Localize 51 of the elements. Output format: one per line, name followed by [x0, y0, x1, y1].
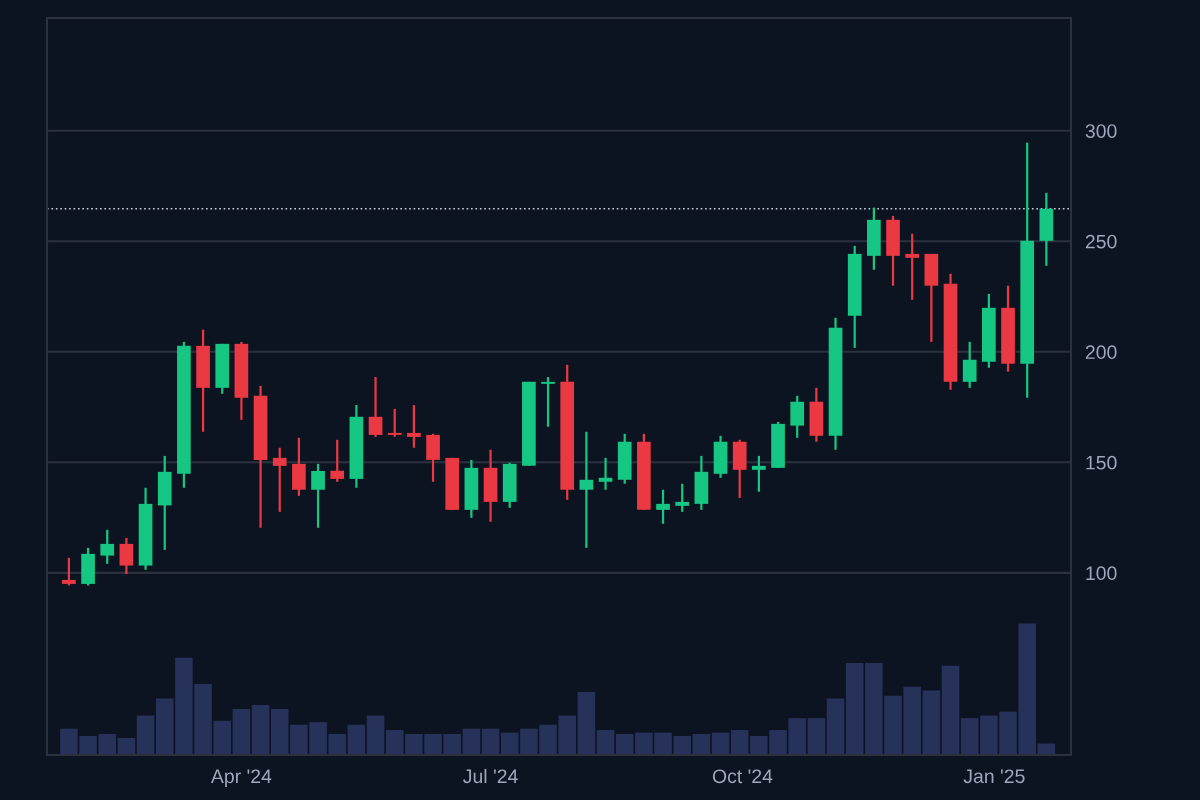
candlestick	[905, 232, 920, 301]
candlestick	[311, 462, 325, 529]
bar	[826, 698, 845, 755]
bar	[596, 730, 615, 755]
candlestick	[656, 488, 670, 525]
candlestick	[387, 407, 402, 439]
bar	[615, 733, 634, 755]
candlestick	[407, 403, 421, 449]
candlestick	[100, 528, 115, 565]
candlestick	[62, 556, 76, 587]
bar	[155, 698, 174, 755]
candlestick	[675, 482, 690, 513]
bar	[251, 705, 270, 755]
bar	[730, 730, 749, 755]
candlestick	[962, 340, 977, 389]
bar	[692, 733, 711, 755]
candlestick	[272, 446, 287, 513]
bar	[960, 718, 979, 755]
bar	[577, 691, 596, 755]
bar	[270, 709, 289, 755]
bar	[136, 715, 155, 755]
candlestick	[330, 438, 345, 483]
candlestick	[541, 375, 555, 428]
bar	[845, 663, 864, 755]
candlestick	[579, 430, 594, 549]
candlestick	[752, 454, 766, 493]
bar	[500, 732, 519, 755]
y-tick-label: 250	[1085, 234, 1117, 249]
bar	[481, 728, 500, 755]
bar	[347, 724, 366, 755]
y-tick-label: 100	[1086, 566, 1117, 581]
x-tick-label: Jan '25	[963, 769, 1025, 784]
candlestick	[119, 536, 134, 576]
x-tick-label: Jul '24	[463, 768, 518, 784]
bar	[117, 737, 136, 755]
candlestick	[598, 456, 613, 491]
x-tick-label: Oct '24	[712, 769, 773, 784]
bar	[807, 718, 826, 755]
y-tick-label: 200	[1085, 345, 1117, 360]
y-tick-label: 300	[1085, 124, 1117, 138]
bar	[941, 665, 960, 755]
bar	[462, 728, 481, 755]
bar	[366, 715, 385, 755]
bar	[922, 690, 941, 755]
bar	[385, 730, 404, 755]
candlestick	[790, 394, 805, 439]
x-tick-label: Apr '24	[210, 769, 272, 788]
bar	[711, 732, 730, 755]
candlestick	[368, 375, 383, 439]
bar	[232, 709, 251, 755]
y-tick-label: 150	[1086, 455, 1117, 470]
